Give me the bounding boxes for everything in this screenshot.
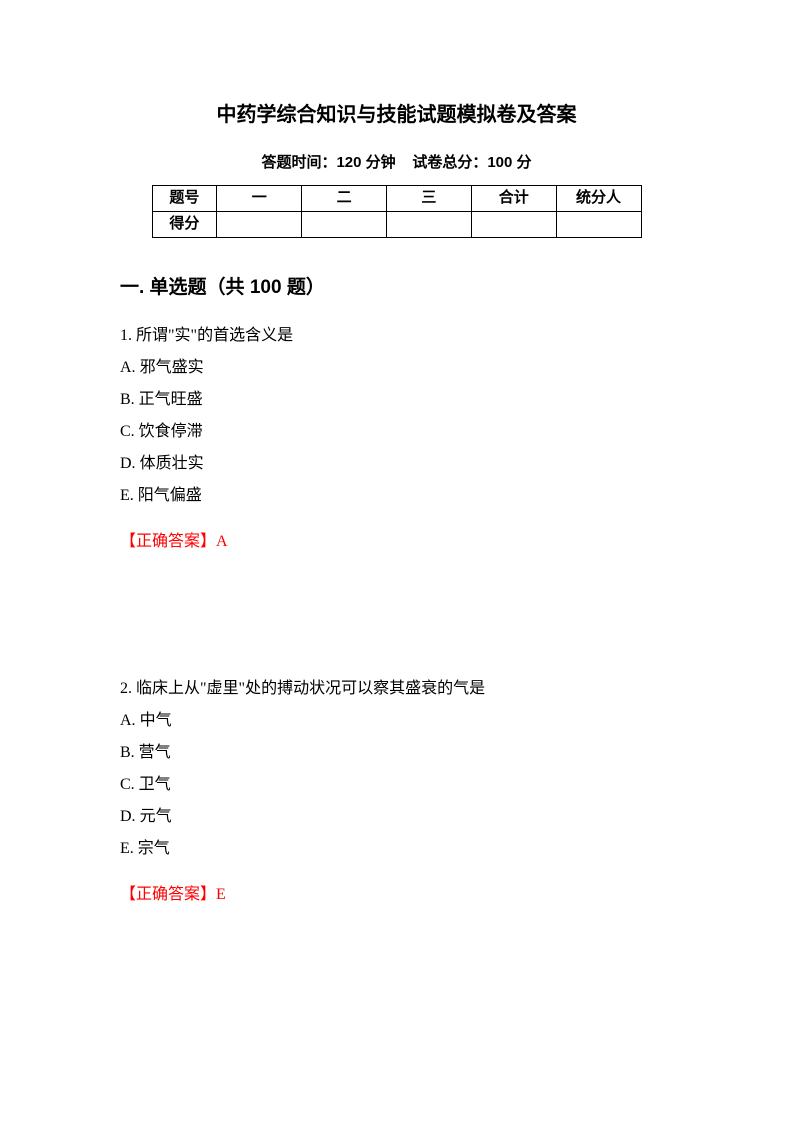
score-grader	[556, 211, 641, 237]
question-stem: 2. 临床上从"虚里"处的搏动状况可以察其盛衰的气是	[120, 673, 673, 705]
option-text: 体质壮实	[140, 455, 204, 472]
score-label: 得分	[152, 211, 217, 237]
header-label: 题号	[152, 185, 217, 211]
time-limit: 答题时间：120 分钟	[261, 154, 395, 171]
option-c: C. 卫气	[120, 769, 673, 801]
option-a: A. 邪气盛实	[120, 352, 673, 384]
header-col3: 三	[387, 185, 472, 211]
score-col3	[387, 211, 472, 237]
option-c: C. 饮食停滞	[120, 416, 673, 448]
option-text: 元气	[140, 808, 172, 825]
question-text: 所谓"实"的首选含义是	[136, 327, 293, 344]
question-number: 1	[120, 327, 128, 344]
header-col1: 一	[217, 185, 302, 211]
option-a: A. 中气	[120, 705, 673, 737]
header-grader: 统分人	[556, 185, 641, 211]
question-number: 2	[120, 680, 128, 697]
answer-label: 【正确答案】	[120, 886, 216, 903]
score-total	[471, 211, 556, 237]
section-heading: 一. 单选题（共 100 题）	[120, 274, 673, 303]
answer-value: A	[216, 533, 228, 550]
option-text: 正气旺盛	[139, 391, 203, 408]
option-d: D. 体质壮实	[120, 448, 673, 480]
table-row: 题号 一 二 三 合计 统分人	[152, 185, 641, 211]
question-1: 1. 所谓"实"的首选含义是 A. 邪气盛实 B. 正气旺盛 C. 饮食停滞 D…	[120, 320, 673, 558]
option-text: 营气	[139, 744, 171, 761]
header-total: 合计	[471, 185, 556, 211]
option-text: 中气	[140, 712, 172, 729]
table-row: 得分	[152, 211, 641, 237]
score-col2	[302, 211, 387, 237]
exam-meta: 答题时间：120 分钟 试卷总分：100 分	[120, 152, 673, 175]
page-title: 中药学综合知识与技能试题模拟卷及答案	[120, 100, 673, 130]
answer-label: 【正确答案】	[120, 533, 216, 550]
option-e: E. 宗气	[120, 833, 673, 865]
score-col1	[217, 211, 302, 237]
option-text: 宗气	[138, 840, 170, 857]
question-text: 临床上从"虚里"处的搏动状况可以察其盛衰的气是	[136, 680, 485, 697]
header-col2: 二	[302, 185, 387, 211]
option-d: D. 元气	[120, 801, 673, 833]
answer-line: 【正确答案】A	[120, 526, 673, 558]
option-text: 卫气	[139, 776, 171, 793]
question-stem: 1. 所谓"实"的首选含义是	[120, 320, 673, 352]
option-b: B. 正气旺盛	[120, 384, 673, 416]
total-score: 试卷总分：100 分	[412, 154, 531, 171]
score-table: 题号 一 二 三 合计 统分人 得分	[152, 185, 642, 238]
option-e: E. 阳气偏盛	[120, 480, 673, 512]
option-text: 阳气偏盛	[138, 487, 202, 504]
answer-line: 【正确答案】E	[120, 879, 673, 911]
option-text: 邪气盛实	[140, 359, 204, 376]
answer-value: E	[216, 886, 226, 903]
option-b: B. 营气	[120, 737, 673, 769]
spacer	[120, 578, 673, 673]
option-text: 饮食停滞	[139, 423, 203, 440]
question-2: 2. 临床上从"虚里"处的搏动状况可以察其盛衰的气是 A. 中气 B. 营气 C…	[120, 673, 673, 911]
